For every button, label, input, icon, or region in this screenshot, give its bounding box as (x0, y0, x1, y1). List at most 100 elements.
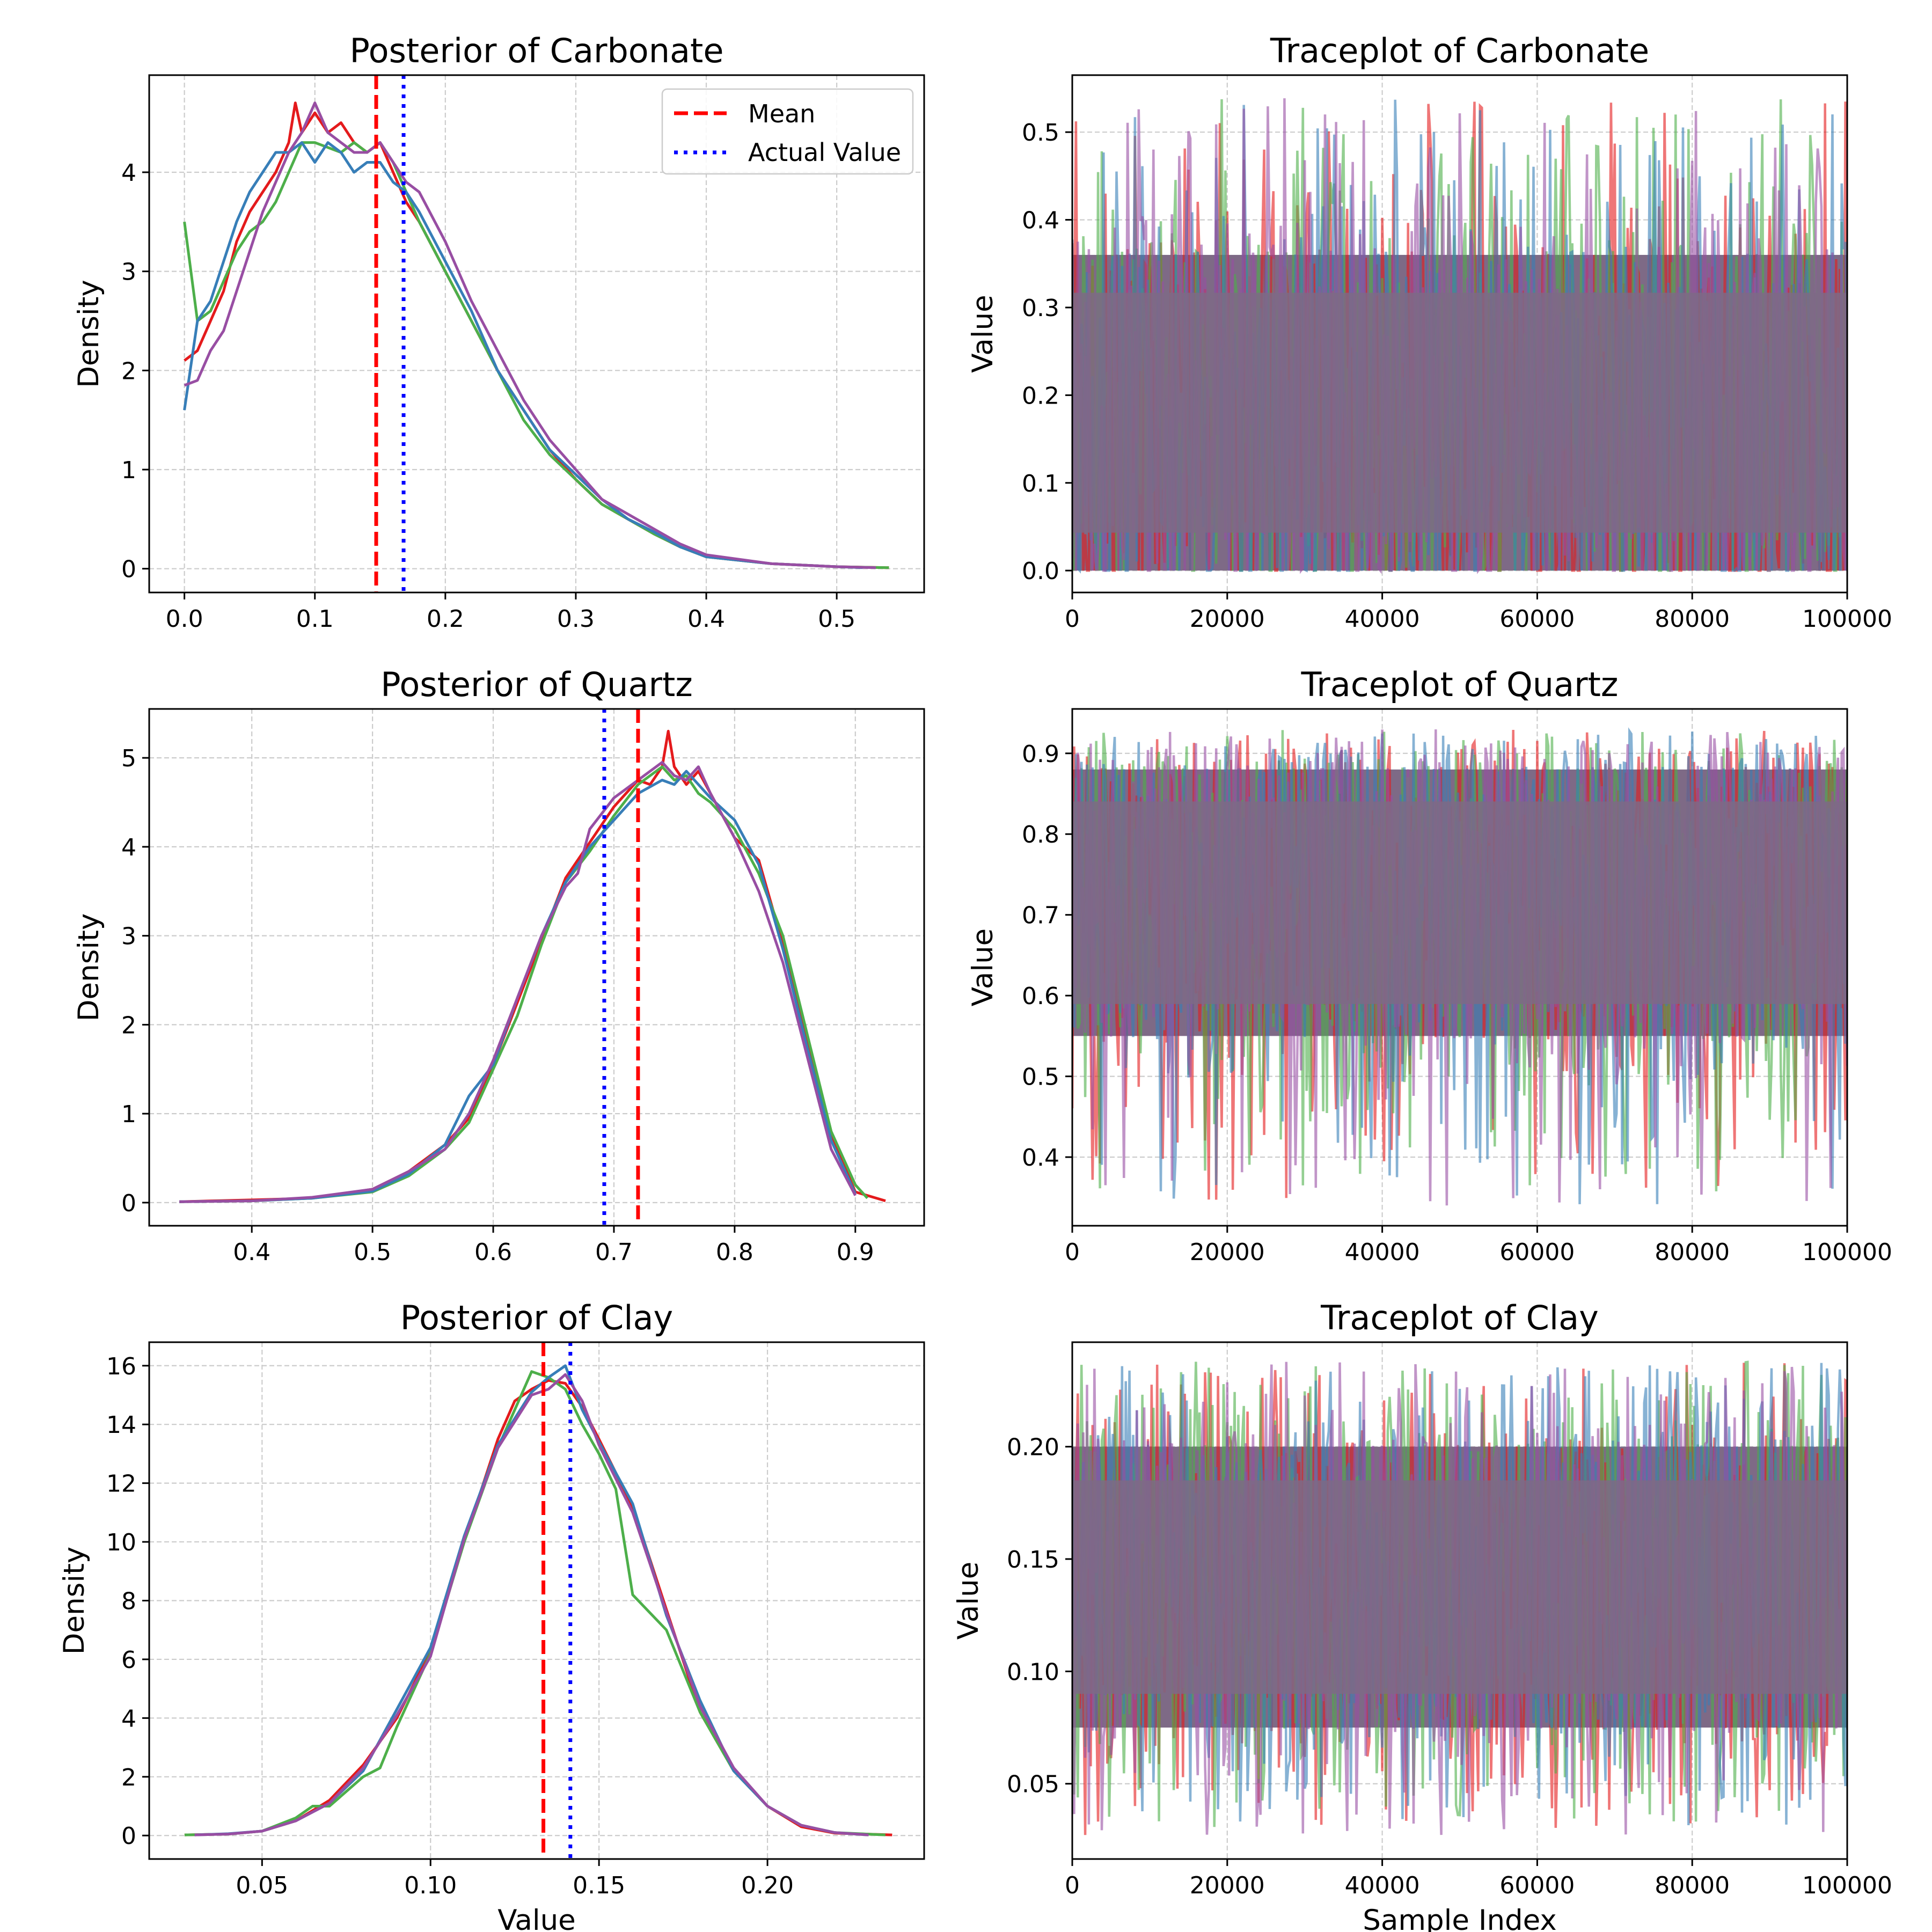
y-tick-label: 10 (106, 1529, 136, 1556)
axes-frame (1071, 74, 1848, 594)
plot-area (183, 75, 889, 592)
y-tick-label: 0.1 (1022, 470, 1059, 497)
x-tick-label: 80000 (1655, 1239, 1730, 1266)
y-axis-label: Density (72, 913, 105, 1022)
x-tick-label: 60000 (1499, 1872, 1575, 1899)
x-tick-label: 40000 (1345, 1239, 1420, 1266)
x-tick-label: 0 (1065, 1872, 1080, 1899)
y-tick-label: 0.20 (1007, 1434, 1059, 1461)
x-tick-label: 80000 (1655, 605, 1730, 633)
x-tick-label: 100000 (1802, 1872, 1892, 1899)
x-tick-label: 0.4 (687, 605, 725, 633)
x-tick-label: 100000 (1802, 1239, 1892, 1266)
y-tick-label: 5 (121, 745, 136, 772)
x-tick-label: 100000 (1802, 605, 1892, 633)
y-tick-label: 1 (121, 1101, 136, 1128)
x-tick-label: 60000 (1499, 1239, 1575, 1266)
y-tick-label: 4 (121, 159, 136, 187)
posterior-of-clay-panel: 0.05 0.10 0.15 0.20 0 2 4 6 8 10 12 14 16 Posterior o… (58, 1298, 925, 1932)
plot-area (184, 1342, 892, 1859)
y-tick-label: 6 (121, 1646, 136, 1674)
x-tick-label: 0.7 (595, 1239, 633, 1266)
x-tick-label: 0.3 (557, 605, 595, 633)
x-tick-label: 0 (1065, 1239, 1080, 1266)
y-axis-label: Value (967, 295, 999, 373)
x-tick-label: 40000 (1345, 1872, 1420, 1899)
x-tick-label: 0.2 (427, 605, 464, 633)
density-line-chain-4 (184, 101, 876, 569)
y-tick-label: 8 (121, 1588, 136, 1615)
x-tick-label: 0.1 (296, 605, 334, 633)
y-tick-label: 0.4 (1022, 207, 1059, 235)
y-tick-label: 0 (121, 1190, 136, 1217)
y-tick-label: 4 (121, 1705, 136, 1732)
y-tick-label: 2 (121, 1764, 136, 1791)
density-line-chain-4 (194, 1373, 869, 1836)
y-tick-label: 0.5 (1022, 119, 1059, 147)
legend: Mean Actual Value (661, 88, 914, 175)
x-tick-label: 40000 (1345, 605, 1420, 633)
x-tick-label: 0.15 (573, 1872, 625, 1899)
grid (149, 1342, 924, 1859)
x-tick-label: 0.0 (166, 605, 203, 633)
posterior-of-carbonate-title: Posterior of Carbonate (350, 31, 724, 70)
posterior-of-carbonate-panel: 0.0 0.1 0.2 0.3 0.4 0.5 0 1 2 3 4 Posterior of Carb… (72, 31, 925, 633)
x-tick-label: 0.8 (716, 1239, 753, 1266)
x-tick-label: 0.5 (354, 1239, 391, 1266)
y-tick-label: 1 (121, 457, 136, 484)
plot-area (1072, 727, 1847, 1206)
plot-area (1072, 98, 1847, 574)
y-axis-label: Density (72, 280, 105, 388)
traceplot-of-clay-panel: 0 20000 40000 60000 80000 100000 0.05 0.10 0.15 0… (952, 1298, 1892, 1932)
y-tick-label: 0.2 (1022, 382, 1059, 409)
x-tick-label: 20000 (1190, 1872, 1265, 1899)
y-tick-label: 3 (121, 259, 136, 286)
y-tick-label: 0 (121, 556, 136, 583)
y-tick-label: 4 (121, 834, 136, 861)
y-tick-label: 0.8 (1022, 821, 1059, 848)
y-tick-label: 0.15 (1007, 1546, 1059, 1574)
x-tick-label: 0.4 (233, 1239, 270, 1266)
y-axis-label: Value (952, 1562, 985, 1640)
x-axis-label: Value (497, 1904, 576, 1932)
x-tick-label: 0.20 (741, 1872, 794, 1899)
y-tick-label: 12 (106, 1470, 136, 1498)
legend-mean-label: Mean (748, 99, 815, 128)
x-tick-label: 0.10 (404, 1872, 457, 1899)
density-line-chain-3 (183, 141, 863, 569)
plot-area (179, 709, 886, 1226)
y-tick-label: 0.6 (1022, 983, 1059, 1010)
y-tick-label: 0.9 (1022, 741, 1059, 768)
y-tick-label: 0.05 (1007, 1771, 1059, 1798)
axes-frame (148, 74, 925, 594)
posterior-of-quartz-title: Posterior of Quartz (380, 665, 693, 704)
x-tick-label: 20000 (1190, 605, 1265, 633)
x-axis-label: Sample Index (1363, 1904, 1556, 1932)
y-tick-label: 0.5 (1022, 1064, 1059, 1091)
y-tick-label: 0.7 (1022, 902, 1059, 930)
trace-core (1072, 1480, 1847, 1694)
y-axis-label: Density (58, 1547, 91, 1655)
density-line-chain-2 (179, 765, 869, 1203)
x-tick-label: 0.05 (236, 1872, 288, 1899)
grid (149, 75, 924, 592)
traceplot-of-quartz-title: Traceplot of Quartz (1301, 665, 1619, 704)
y-tick-label: 0.10 (1007, 1658, 1059, 1686)
traceplot-of-carbonate-panel: 0 20000 40000 60000 80000 100000 0.0 0.1 0.2 0.3 0… (967, 31, 1892, 633)
axes-frame (1071, 708, 1848, 1227)
grid (149, 709, 924, 1226)
traceplot-of-quartz-panel: 0 20000 40000 60000 80000 100000 0.4 0.5 0.6 0.7 0… (967, 665, 1892, 1266)
x-tick-label: 80000 (1655, 1872, 1730, 1899)
traceplot-of-clay-title: Traceplot of Clay (1320, 1298, 1599, 1337)
axes-frame (1071, 1341, 1848, 1860)
legend-actual-label: Actual Value (748, 138, 901, 167)
density-line-chain-4 (179, 760, 857, 1203)
y-tick-label: 16 (106, 1353, 136, 1380)
y-tick-label: 3 (121, 923, 136, 950)
y-tick-label: 0.4 (1022, 1144, 1059, 1172)
x-tick-label: 0 (1065, 605, 1080, 633)
y-tick-label: 2 (121, 1012, 136, 1039)
y-tick-label: 14 (106, 1411, 136, 1439)
